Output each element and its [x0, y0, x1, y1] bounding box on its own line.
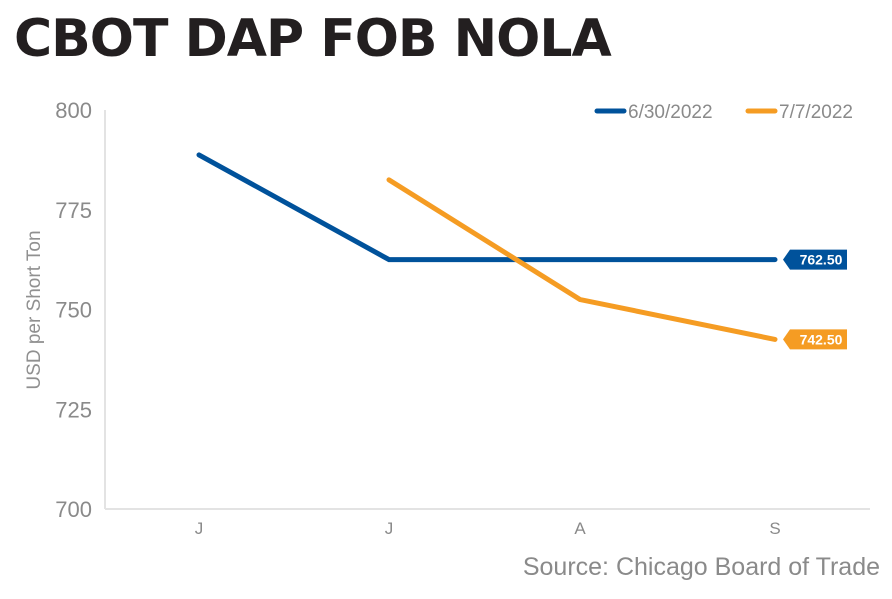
y-tick-label: 725	[55, 397, 92, 422]
y-tick-label: 750	[55, 298, 92, 323]
x-tick-label: A	[574, 519, 586, 538]
y-axis-label: USD per Short Ton	[24, 230, 45, 389]
end-value-label: 742.50	[800, 331, 843, 347]
legend-label: 7/7/2022	[779, 102, 853, 123]
x-tick-label: J	[195, 519, 204, 538]
end-value-tag	[783, 329, 847, 350]
y-tick-label: 775	[55, 198, 92, 223]
chart-title: CBOT DAP FOB NOLA	[14, 9, 612, 69]
y-tick-label: 700	[55, 497, 92, 522]
legend-label: 6/30/2022	[628, 102, 713, 123]
source-note: Source: Chicago Board of Trade	[522, 553, 880, 581]
series-line-1	[196, 152, 778, 263]
series-line-2	[386, 177, 778, 342]
end-value-tag	[783, 249, 847, 270]
x-tick-label: J	[385, 519, 394, 538]
x-tick-label: S	[769, 519, 780, 538]
end-value-label: 762.50	[800, 252, 843, 268]
y-tick-label: 800	[55, 98, 92, 123]
